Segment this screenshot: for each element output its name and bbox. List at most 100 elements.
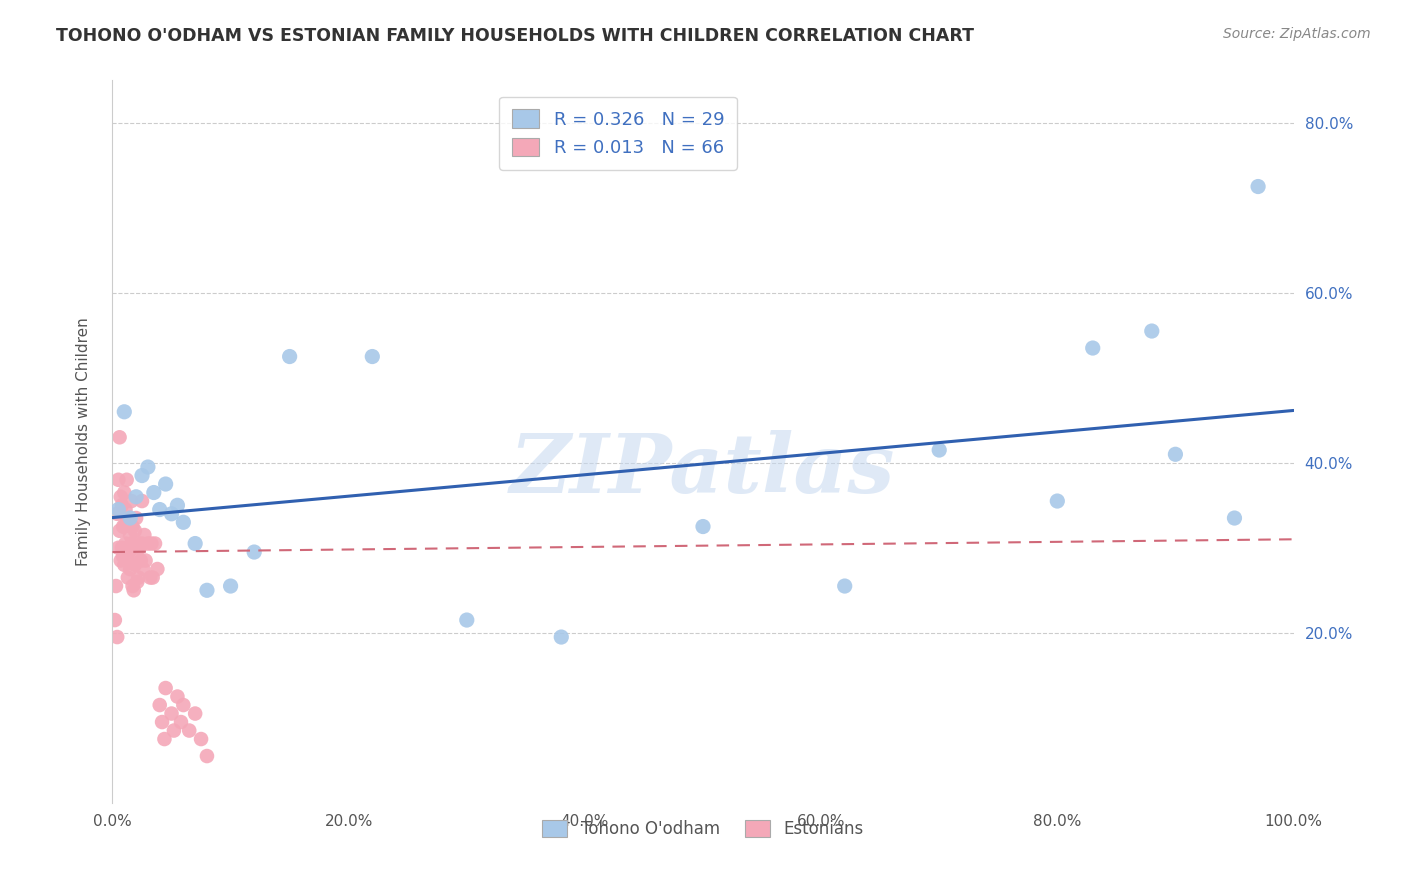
Point xyxy=(129,553,152,567)
Point xyxy=(105,507,128,521)
Point xyxy=(1223,511,1246,525)
Point xyxy=(184,706,207,721)
Point xyxy=(122,583,145,598)
Point xyxy=(163,723,186,738)
Point xyxy=(112,519,135,533)
Point xyxy=(146,562,169,576)
Point xyxy=(118,511,141,525)
Point xyxy=(108,430,131,444)
Point xyxy=(117,570,139,584)
Point xyxy=(195,583,218,598)
Point xyxy=(834,579,856,593)
Point xyxy=(1081,341,1104,355)
Point xyxy=(107,502,129,516)
Point xyxy=(1247,179,1270,194)
Point xyxy=(108,524,131,538)
Point xyxy=(141,536,163,550)
Point xyxy=(105,630,128,644)
Point xyxy=(136,536,159,550)
Point xyxy=(132,562,155,576)
Point xyxy=(124,558,146,572)
Point xyxy=(127,574,149,589)
Point xyxy=(125,490,148,504)
Point xyxy=(361,350,384,364)
Point xyxy=(184,536,207,550)
Point xyxy=(111,498,134,512)
Point xyxy=(120,562,142,576)
Text: Source: ZipAtlas.com: Source: ZipAtlas.com xyxy=(1223,27,1371,41)
Point xyxy=(160,706,183,721)
Point xyxy=(143,536,166,550)
Point xyxy=(172,516,194,530)
Point xyxy=(114,536,136,550)
Point xyxy=(120,511,142,525)
Point xyxy=(117,553,139,567)
Point xyxy=(107,541,129,555)
Point xyxy=(120,528,142,542)
Point xyxy=(155,477,177,491)
Point xyxy=(692,519,714,533)
Point xyxy=(166,498,188,512)
Y-axis label: Family Households with Children: Family Households with Children xyxy=(76,318,91,566)
Point xyxy=(278,350,301,364)
Point xyxy=(149,698,172,712)
Point xyxy=(1140,324,1163,338)
Point xyxy=(120,536,142,550)
Point xyxy=(114,502,136,516)
Point xyxy=(142,570,165,584)
Point xyxy=(131,536,153,550)
Point xyxy=(1046,494,1069,508)
Point xyxy=(456,613,478,627)
Point xyxy=(110,553,132,567)
Point xyxy=(124,524,146,538)
Point xyxy=(195,749,218,764)
Point xyxy=(125,545,148,559)
Point xyxy=(111,541,134,555)
Point xyxy=(134,528,156,542)
Legend: Tohono O'odham, Estonians: Tohono O'odham, Estonians xyxy=(536,814,870,845)
Point xyxy=(1164,447,1187,461)
Point xyxy=(107,473,129,487)
Point xyxy=(142,485,165,500)
Point xyxy=(179,723,201,738)
Point xyxy=(127,570,149,584)
Point xyxy=(243,545,266,559)
Point xyxy=(112,405,135,419)
Point xyxy=(120,494,142,508)
Point xyxy=(105,579,128,593)
Point xyxy=(155,681,177,695)
Text: ZIPatlas: ZIPatlas xyxy=(510,431,896,510)
Point xyxy=(125,511,148,525)
Point xyxy=(115,473,138,487)
Point xyxy=(127,536,149,550)
Point xyxy=(149,502,172,516)
Point xyxy=(219,579,242,593)
Point xyxy=(104,613,127,627)
Point xyxy=(128,541,150,555)
Point xyxy=(150,714,173,729)
Point xyxy=(112,549,135,564)
Point xyxy=(136,460,159,475)
Point xyxy=(122,541,145,555)
Point xyxy=(131,494,153,508)
Point xyxy=(110,490,132,504)
Point xyxy=(112,485,135,500)
Point xyxy=(166,690,188,704)
Point xyxy=(115,516,138,530)
Point xyxy=(928,443,950,458)
Point xyxy=(153,732,176,747)
Point xyxy=(160,507,183,521)
Point xyxy=(139,570,162,584)
Point xyxy=(112,519,135,533)
Point xyxy=(121,519,143,533)
Text: TOHONO O'ODHAM VS ESTONIAN FAMILY HOUSEHOLDS WITH CHILDREN CORRELATION CHART: TOHONO O'ODHAM VS ESTONIAN FAMILY HOUSEH… xyxy=(56,27,974,45)
Point xyxy=(172,698,194,712)
Point xyxy=(170,714,193,729)
Point xyxy=(118,545,141,559)
Point xyxy=(135,553,157,567)
Point xyxy=(131,468,153,483)
Point xyxy=(550,630,572,644)
Point xyxy=(121,579,143,593)
Point xyxy=(112,558,135,572)
Point xyxy=(190,732,212,747)
